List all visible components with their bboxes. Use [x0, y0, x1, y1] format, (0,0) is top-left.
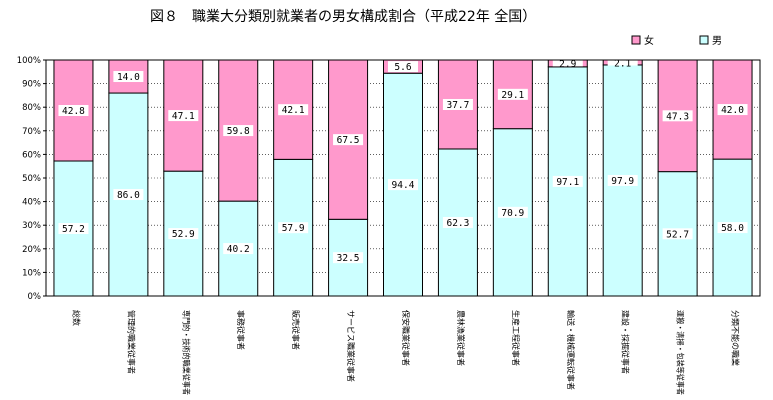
- data-label: 70.9: [501, 208, 524, 219]
- data-label: 86.0: [117, 190, 140, 201]
- data-label: 42.8: [62, 106, 85, 117]
- data-label-bg: [333, 134, 364, 146]
- data-label: 97.9: [611, 176, 634, 187]
- y-tick-label: 10%: [22, 268, 41, 278]
- data-label: 62.3: [446, 218, 469, 229]
- data-label-bg: [717, 222, 748, 234]
- legend-swatch: [631, 35, 641, 45]
- data-label: 57.9: [282, 223, 305, 234]
- data-label: 94.4: [392, 180, 415, 191]
- data-label: 2.9: [559, 59, 576, 70]
- x-category-label: 販売従事者: [291, 310, 301, 350]
- data-label-bg: [717, 104, 748, 116]
- plot-area: 0% 10% 20% 30% 40% 50% 60% 70% 80% 90% 100% 57.2 42.…: [17, 56, 761, 395]
- data-label-bg: [388, 61, 418, 73]
- data-label: 32.5: [337, 253, 360, 264]
- data-label-bg: [497, 206, 528, 218]
- data-label: 67.5: [337, 135, 360, 146]
- y-tick-label: 50%: [22, 174, 41, 184]
- data-label-bg: [607, 174, 638, 186]
- legend-label: 女: [644, 34, 654, 47]
- data-label: 59.8: [227, 126, 250, 137]
- x-category-label: 運搬・清掃・包装等従事者: [676, 310, 686, 395]
- data-label-bg: [113, 189, 144, 201]
- x-category-label: 建設・採掘従事者: [621, 310, 631, 374]
- y-tick-label: 90%: [22, 80, 41, 90]
- x-category-label: 保安職業従事者: [401, 310, 411, 366]
- chart-title: 図８ 職業大分類別就業者の男女構成割合（平成22年 全国）: [150, 8, 536, 25]
- data-label-bg: [113, 71, 144, 83]
- data-label-bg: [168, 110, 199, 122]
- data-label: 42.0: [721, 105, 744, 116]
- data-label: 47.3: [666, 111, 689, 122]
- y-tick-label: 30%: [22, 221, 41, 231]
- x-category-label: 総数: [71, 310, 81, 326]
- x-category-label: 分類不能の職業: [731, 310, 741, 366]
- data-label: 29.1: [501, 90, 524, 101]
- y-tick-label: 80%: [22, 103, 41, 113]
- data-label-bg: [442, 98, 473, 110]
- x-category-label: 管理的職業従事者: [126, 310, 136, 374]
- y-tick-label: 70%: [22, 127, 41, 137]
- data-label-bg: [168, 228, 199, 240]
- data-label: 37.7: [446, 100, 469, 111]
- data-label: 57.2: [62, 224, 85, 235]
- data-label-bg: [552, 175, 583, 187]
- data-label-bg: [607, 60, 638, 66]
- y-tick-label: 60%: [22, 150, 41, 160]
- data-label-bg: [278, 104, 309, 116]
- data-label: 58.0: [721, 223, 744, 234]
- data-label-bg: [58, 223, 89, 235]
- x-category-label: 農林漁業従事者: [456, 310, 466, 366]
- data-label: 47.1: [172, 111, 195, 122]
- data-label-bg: [442, 216, 473, 228]
- x-category-label: 事務従事者: [236, 310, 246, 350]
- data-label: 97.1: [556, 177, 579, 188]
- data-label: 40.2: [227, 244, 250, 255]
- legend-label: 男: [712, 35, 722, 47]
- data-label-bg: [223, 125, 254, 137]
- y-tick-label: 100%: [17, 56, 41, 66]
- data-label-bg: [552, 60, 583, 67]
- x-category-label: 専門的・技術的職業従事者: [181, 310, 191, 395]
- y-tick-label: 40%: [22, 198, 41, 208]
- data-label: 5.6: [394, 62, 411, 73]
- y-tick-label: 0%: [28, 292, 42, 302]
- x-category-label: 生産工程従事者: [511, 310, 521, 366]
- data-label-bg: [497, 88, 528, 100]
- data-label-bg: [333, 252, 364, 264]
- data-label-bg: [662, 228, 693, 240]
- data-label: 52.9: [172, 229, 195, 240]
- legend: 女男: [631, 34, 722, 47]
- data-label: 52.7: [666, 229, 689, 240]
- legend-swatch: [699, 35, 709, 45]
- data-label-bg: [388, 179, 418, 191]
- data-label-bg: [223, 243, 254, 255]
- data-label-bg: [278, 222, 309, 234]
- x-category-label: サービス職業従事者: [346, 310, 356, 382]
- data-label: 14.0: [117, 72, 140, 83]
- x-category-label: 輸送・機械運転従事者: [566, 310, 576, 390]
- data-label-bg: [58, 105, 89, 117]
- y-tick-label: 20%: [22, 245, 41, 255]
- data-label: 2.1: [614, 59, 631, 70]
- data-label: 42.1: [282, 105, 305, 116]
- data-label-bg: [662, 110, 693, 122]
